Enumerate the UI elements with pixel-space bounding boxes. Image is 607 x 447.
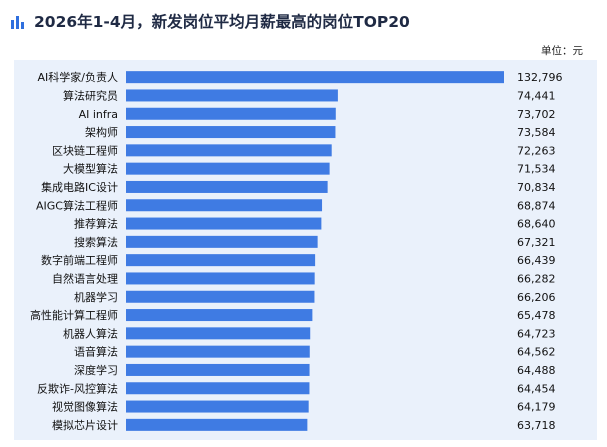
category-label: AI infra [79, 108, 118, 121]
chart-title: 2026年1-4月，新发岗位平均月薪最高的岗位TOP20 [34, 13, 410, 31]
bar [126, 254, 316, 267]
category-label: 模拟芯片设计 [52, 418, 118, 432]
value-label: 63,718 [517, 419, 556, 432]
category-label: 高性能计算工程师 [30, 308, 118, 322]
bar [126, 418, 308, 431]
value-label: 65,478 [517, 309, 556, 322]
bar [126, 272, 315, 285]
bar [126, 309, 313, 322]
bar [126, 144, 332, 157]
value-label: 68,874 [517, 199, 556, 212]
bar [126, 162, 330, 175]
bar [126, 217, 322, 230]
category-label: 语音算法 [74, 345, 118, 359]
bar [126, 126, 336, 139]
unit-label: 单位：元 [541, 45, 583, 57]
category-label: AI科学家/负责人 [38, 70, 118, 84]
category-label: 视觉图像算法 [52, 400, 118, 414]
value-label: 64,179 [517, 401, 556, 414]
bar [126, 327, 311, 340]
bar [126, 89, 338, 102]
value-label: 66,282 [517, 272, 556, 285]
category-label: 机器学习 [74, 290, 118, 304]
value-label: 73,584 [517, 126, 556, 139]
category-label: 推荐算法 [74, 217, 118, 231]
value-label: 73,702 [517, 108, 556, 121]
value-label: 64,562 [517, 346, 556, 359]
bar [126, 107, 336, 120]
value-label: 64,454 [517, 382, 556, 395]
value-label: 67,321 [517, 236, 556, 249]
category-label: 搜索算法 [74, 235, 118, 249]
category-label: 机器人算法 [63, 326, 118, 340]
value-label: 74,441 [517, 89, 556, 102]
value-label: 132,796 [517, 71, 563, 84]
bar [126, 363, 310, 376]
chart-panel: AI科学家/负责人 132,796 算法研究员 74,441 AI infra 73,70… [14, 60, 597, 440]
category-label: 深度学习 [74, 363, 118, 377]
category-label: 大模型算法 [63, 162, 118, 176]
bar [126, 290, 315, 303]
value-label: 64,723 [517, 327, 556, 340]
value-label: 72,263 [517, 144, 556, 157]
value-label: 71,534 [517, 163, 556, 176]
bar-chart: AI科学家/负责人 132,796 算法研究员 74,441 AI infra 73,70… [30, 70, 563, 432]
value-label: 66,206 [517, 291, 556, 304]
category-label: 数字前端工程师 [41, 253, 118, 267]
value-label: 66,439 [517, 254, 556, 267]
category-label: 自然语言处理 [52, 271, 118, 285]
chart-header: 2026年1-4月，新发岗位平均月薪最高的岗位TOP20 [10, 6, 410, 36]
bar [126, 235, 318, 248]
category-label: AIGC算法工程师 [36, 198, 118, 212]
bar [126, 400, 309, 413]
bar [126, 180, 328, 193]
bar [126, 345, 310, 358]
value-label: 64,488 [517, 364, 556, 377]
category-label: 反欺诈-风控算法 [37, 381, 118, 395]
bar [126, 71, 504, 84]
bar [126, 382, 310, 395]
category-label: 算法研究员 [63, 88, 118, 102]
value-label: 68,640 [517, 218, 556, 231]
value-label: 70,834 [517, 181, 556, 194]
bar [126, 199, 323, 212]
category-label: 集成电路IC设计 [41, 180, 118, 194]
bar-chart-icon [11, 16, 24, 29]
category-label: 架构师 [85, 125, 118, 139]
category-label: 区块链工程师 [52, 143, 118, 157]
